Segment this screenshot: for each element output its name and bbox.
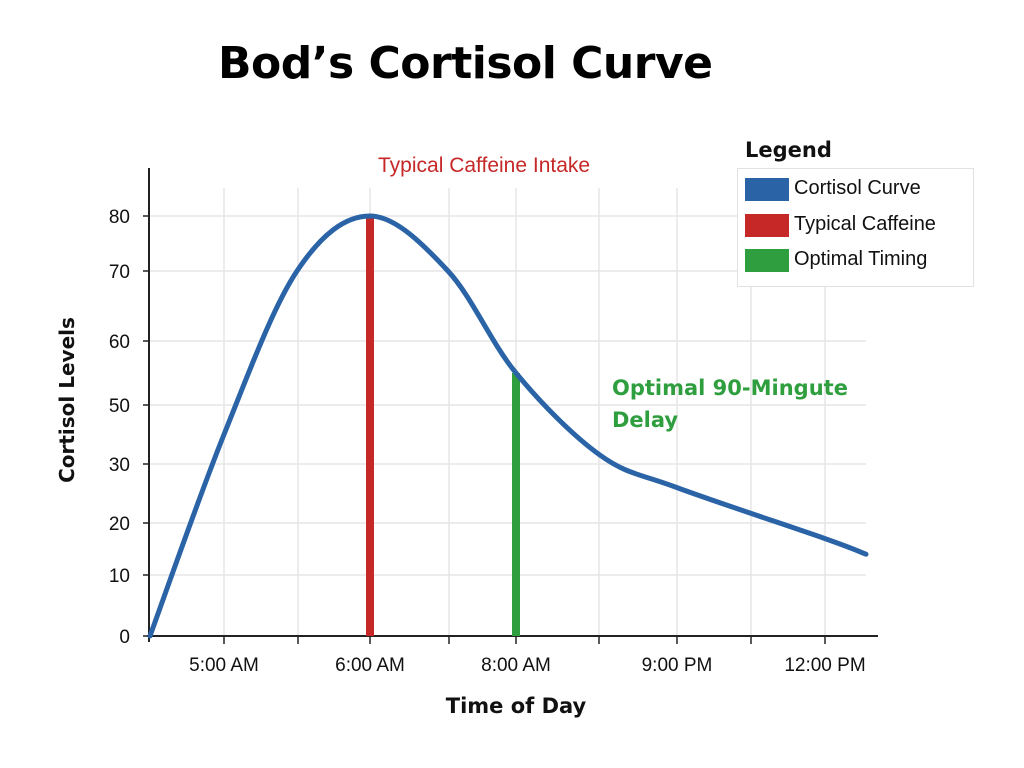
x-tick-label-1: 6:00 AM: [335, 655, 405, 676]
legend-swatch-caffeine: [745, 214, 789, 237]
y-tick-label-70: 70: [109, 262, 130, 283]
optimal-delay-annotation: Optimal 90-Mingute Delay: [612, 376, 848, 432]
caffeine-annotation: Typical Caffeine Intake: [378, 154, 591, 177]
legend-title: Legend: [745, 138, 832, 162]
cortisol-curve-line: [147, 213, 869, 639]
legend-swatch-cortisol: [745, 178, 789, 201]
y-tick-label-30: 30: [109, 455, 130, 476]
curve-layer: [147, 213, 869, 639]
chart-title: Bod’s Cortisol Curve: [218, 38, 713, 89]
y-tick-labels: 0 10 20 30 50 60 70 80: [109, 207, 130, 648]
legend-label-caffeine: Typical Caffeine: [794, 213, 936, 235]
y-axis-label: Cortisol Levels: [55, 317, 79, 483]
markers: [366, 216, 520, 636]
y-tick-label-80: 80: [109, 207, 130, 228]
legend: Legend Cortisol Curve Typical Caffeine O…: [737, 133, 974, 287]
x-tick-label-4: 12:00 PM: [784, 655, 865, 676]
y-tick-label-0: 0: [119, 627, 130, 648]
x-axis-label: Time of Day: [445, 694, 587, 718]
y-tick-label-60: 60: [109, 332, 130, 353]
x-tick-label-3: 9:00 PM: [642, 655, 713, 676]
legend-frame: [737, 168, 974, 287]
y-tick-label-10: 10: [109, 566, 130, 587]
legend-label-optimal: Optimal Timing: [794, 248, 928, 270]
x-tick-labels: 5:00 AM 6:00 AM 8:00 AM 9:00 PM 12:00 PM: [189, 655, 866, 676]
x-tick-label-0: 5:00 AM: [189, 655, 259, 676]
y-tick-label-20: 20: [109, 514, 130, 535]
legend-label-cortisol: Cortisol Curve: [794, 177, 921, 199]
x-tick-label-2: 8:00 AM: [481, 655, 551, 676]
y-tick-label-50: 50: [109, 396, 130, 417]
legend-swatch-optimal: [745, 249, 789, 272]
